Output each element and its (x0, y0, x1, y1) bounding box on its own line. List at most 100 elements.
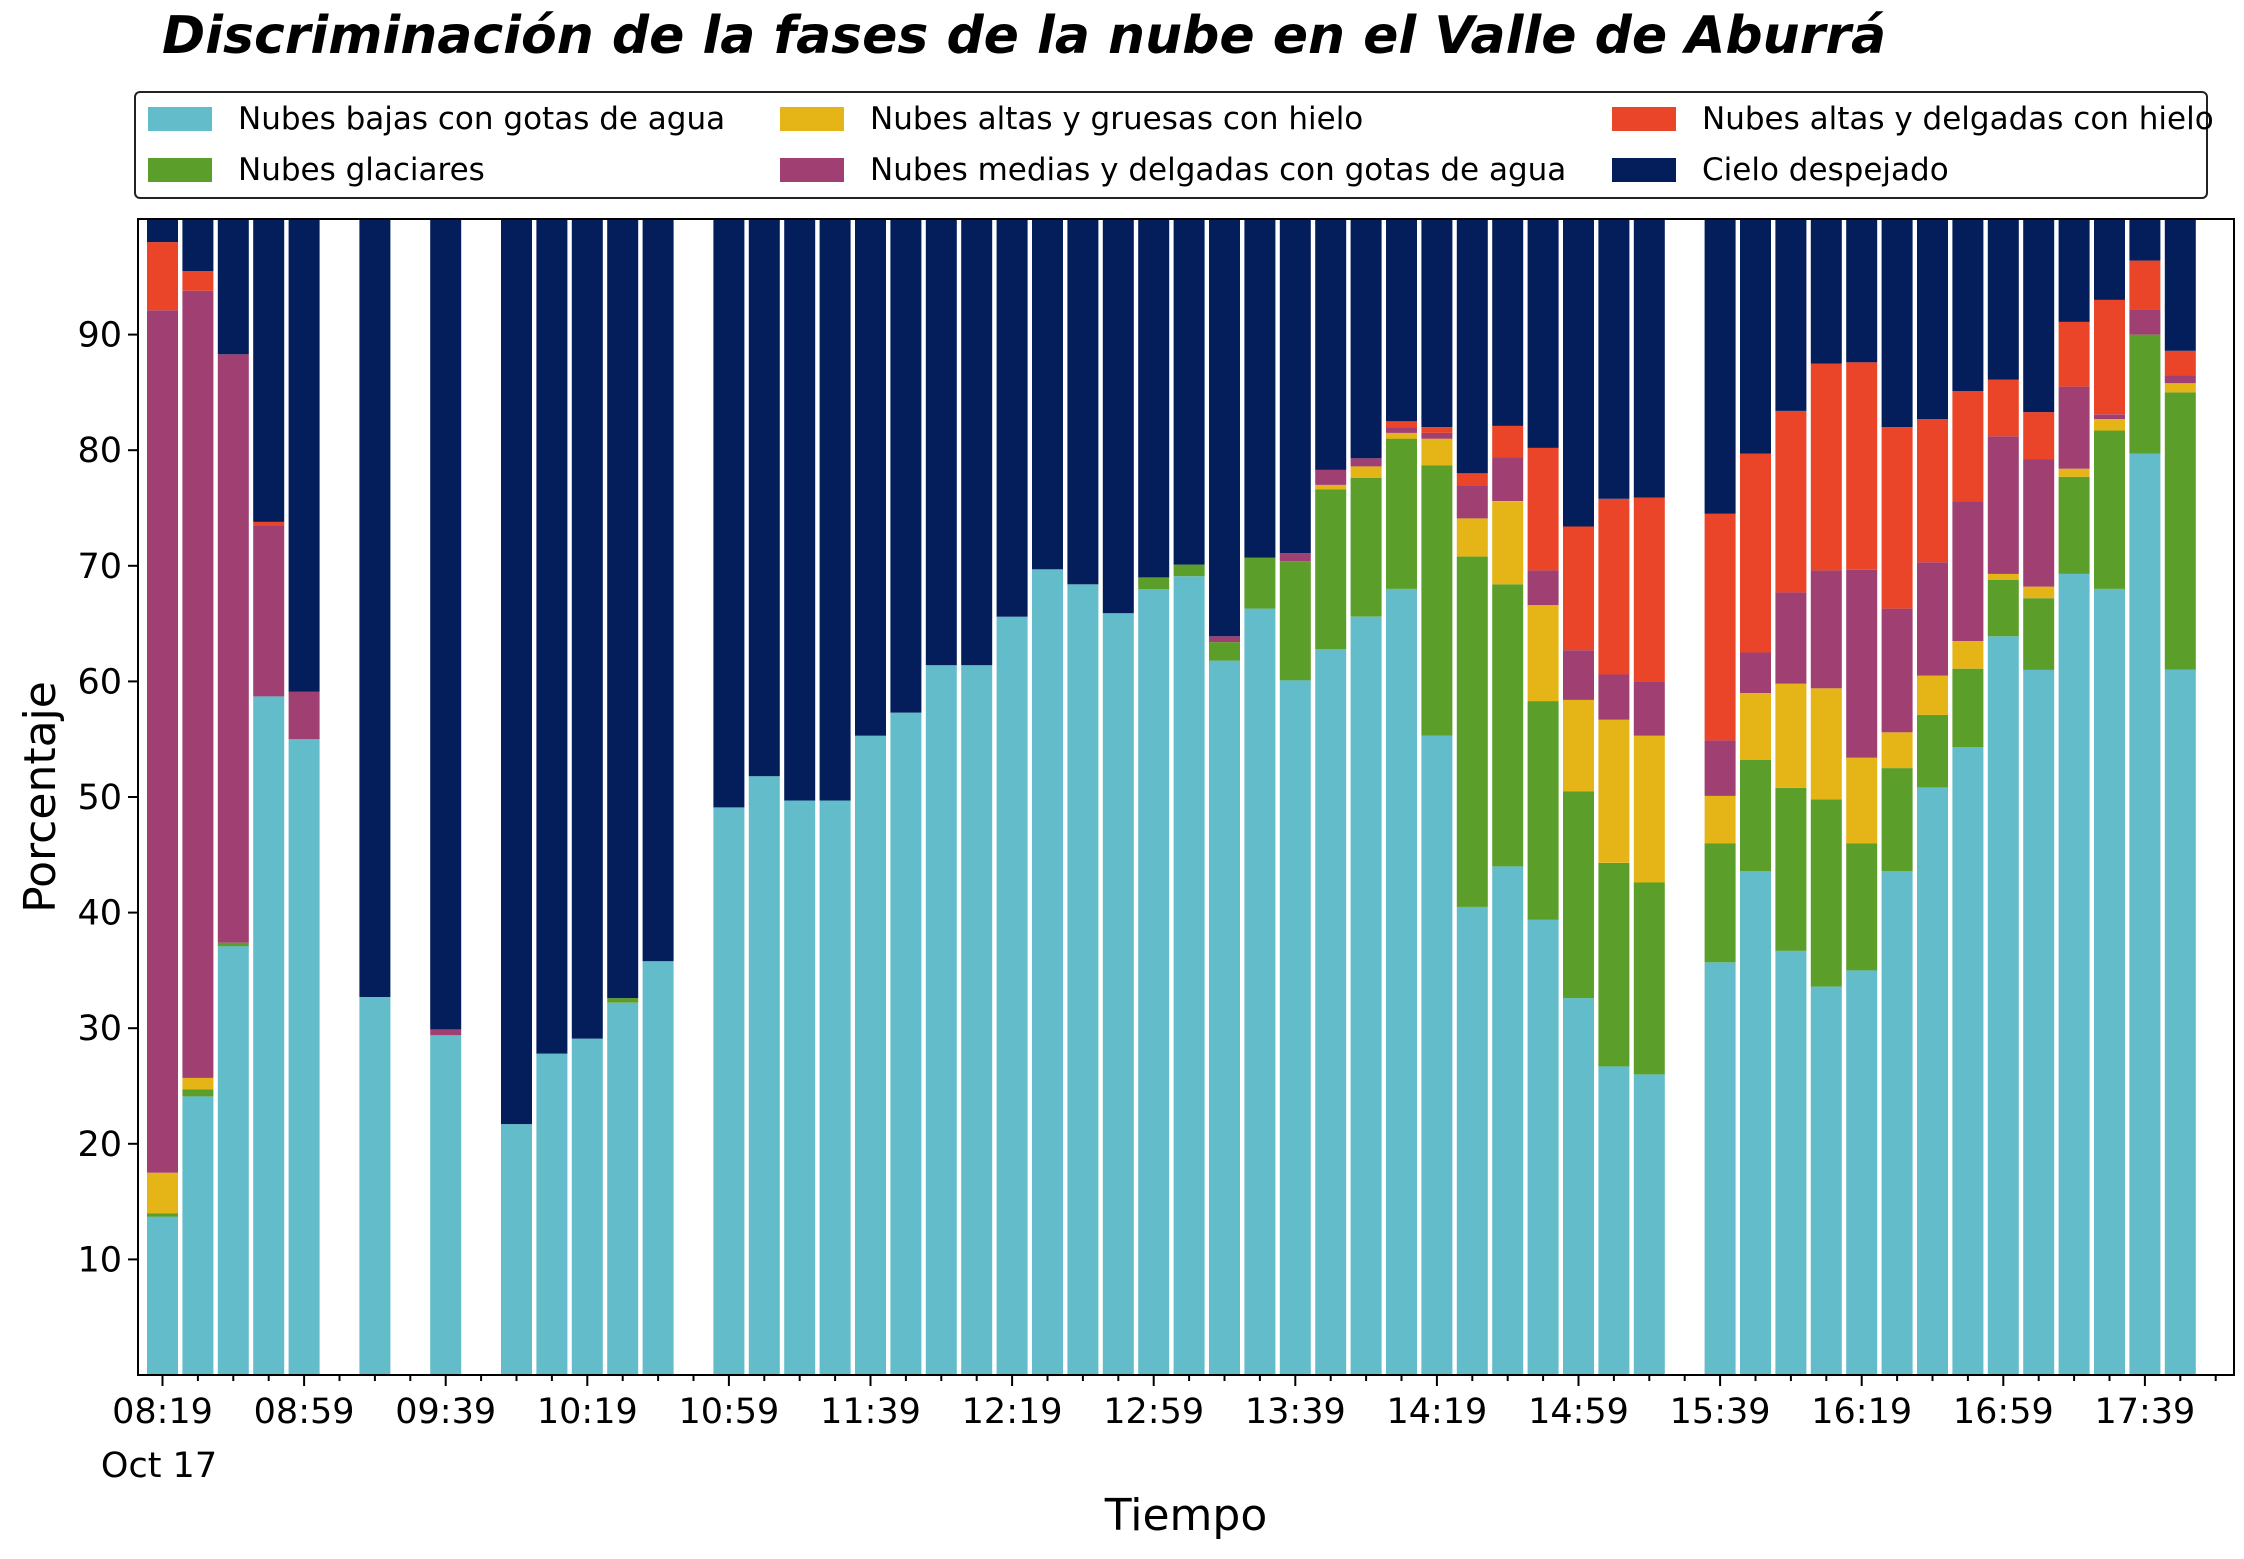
bar-segment (217, 354, 249, 943)
bar-segment (1492, 584, 1524, 867)
bar-segment (1279, 561, 1311, 681)
bar-segment (430, 219, 462, 1030)
bar-segment (784, 219, 816, 801)
bar-segment (1563, 526, 1594, 651)
bar-segment (1987, 436, 2019, 574)
bar-segment (1527, 219, 1559, 448)
bar-segment (1881, 219, 1913, 428)
bar-segment (1917, 675, 1948, 715)
x-date-label: Oct 17 (101, 1446, 217, 1486)
bar-segment (1102, 613, 1134, 1375)
legend-item-nubes-glaciares: Nubes glaciares (148, 150, 485, 190)
bar-segment (1740, 453, 1771, 653)
bar-segment (1846, 970, 1878, 1375)
bar-segment (1704, 740, 1736, 796)
bar-segment (1810, 986, 1842, 1375)
legend-label: Nubes medias y delgadas con gotas de agu… (870, 152, 1567, 188)
bar-segment (1775, 787, 1807, 951)
bar-segment (253, 696, 285, 1375)
bar-segment (1386, 421, 1417, 428)
bar-segment (359, 219, 391, 997)
bar-segment (1881, 768, 1913, 871)
bar-segment (1350, 219, 1382, 459)
legend-swatch (780, 107, 844, 131)
bar-segment (1846, 757, 1878, 844)
legend-item-nubes-bajas: Nubes bajas con gotas de agua (148, 99, 725, 139)
bar-segment (1209, 660, 1240, 1375)
bar-segment (1067, 584, 1099, 1375)
bar-segment (1917, 787, 1948, 1375)
bar-segment (1846, 843, 1878, 971)
bar-segment (1881, 608, 1913, 733)
bar-segment (1987, 219, 2019, 380)
bar-segment (1598, 674, 1630, 720)
bar-segment (1598, 719, 1630, 863)
bar-segment (855, 735, 886, 1375)
legend-label: Cielo despejado (1702, 152, 1949, 188)
bar-segment (1563, 699, 1594, 792)
bar-segment (1598, 219, 1630, 499)
bar-segment (2023, 219, 2055, 413)
bar-segment (890, 219, 922, 713)
bar-segment (1350, 477, 1382, 617)
bar-segment (1740, 693, 1771, 760)
bar-segment (1244, 557, 1276, 609)
x-tick-label: 14:19 (1386, 1392, 1487, 1432)
bar-segment (536, 219, 568, 1054)
bar-segment (1810, 219, 1842, 364)
bar-segment (1386, 219, 1417, 422)
legend-swatch (1612, 107, 1676, 131)
bar-segment (2023, 669, 2055, 1375)
legend-label: Nubes altas y delgadas con hielo (1702, 101, 2214, 137)
y-tick-label: 80 (77, 431, 122, 471)
bar-segment (2023, 598, 2055, 670)
bar-segment (1775, 219, 1807, 411)
bar-segment (1810, 363, 1842, 571)
bar-segment (996, 616, 1028, 1375)
x-tick-label: 15:39 (1670, 1392, 1771, 1432)
bar-segment (253, 219, 285, 522)
bar-segment (1987, 636, 2019, 1375)
y-tick-label: 40 (77, 894, 122, 934)
bar-segment (2129, 260, 2161, 310)
bar-segment (2058, 219, 2090, 322)
bar-segment (1244, 608, 1276, 1375)
legend-item-cielo-despejado: Cielo despejado (1612, 150, 1949, 190)
bar-segment (784, 800, 816, 1375)
x-tick-label: 16:19 (1811, 1392, 1912, 1432)
bar-segment (1279, 553, 1311, 562)
bar-segment (1032, 569, 1063, 1375)
bar-segment (1386, 432, 1417, 439)
bar-segment (1350, 466, 1382, 478)
bar-segment (2094, 299, 2125, 415)
bar-segment (430, 1035, 462, 1375)
bar-segment (1209, 219, 1240, 637)
bar-segment (253, 525, 285, 697)
bar-segment (182, 1077, 214, 1090)
bar-segment (1775, 683, 1807, 788)
bar-segment (1421, 465, 1453, 736)
bar-segment (288, 691, 320, 740)
bar-segment (1350, 458, 1382, 467)
bar-segment (1598, 1066, 1630, 1375)
bar-segment (1492, 425, 1524, 458)
bar-segment (1563, 650, 1594, 700)
bar-segment (571, 219, 603, 1039)
bar-segment (182, 1096, 214, 1375)
bar-segment (2164, 392, 2196, 670)
x-tick-label: 09:39 (395, 1392, 496, 1432)
bar-segment (1952, 640, 1984, 669)
x-tick-label: 14:59 (1528, 1392, 1629, 1432)
legend-label: Nubes altas y gruesas con hielo (870, 101, 1364, 137)
bar-segment (1881, 427, 1913, 609)
bar-segment (2058, 468, 2090, 477)
bar-segment (536, 1053, 568, 1375)
bar-segment (1456, 486, 1488, 519)
legend-swatch (780, 158, 844, 182)
x-tick-label: 08:19 (112, 1392, 213, 1432)
bar-segment (607, 998, 639, 1003)
bar-segment (1279, 219, 1311, 554)
bar-segment (1138, 577, 1170, 589)
bar-segment (182, 219, 214, 271)
bar-segment (1952, 747, 1984, 1375)
